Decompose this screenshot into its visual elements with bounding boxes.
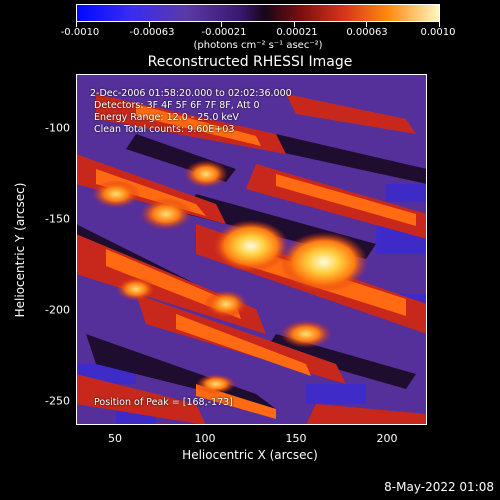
colorbar-tick xyxy=(366,21,367,27)
colorbar-units: (photons cm⁻² s⁻¹ asec⁻²) xyxy=(193,40,323,51)
colorbar-tick xyxy=(76,21,77,27)
y-axis-label: Heliocentric Y (arcsec) xyxy=(13,182,27,318)
colorbar-label: -0.00021 xyxy=(201,27,247,38)
colorbar-tick xyxy=(221,21,222,27)
colorbar-tick xyxy=(439,21,440,27)
x-axis-label: Heliocentric X (arcsec) xyxy=(182,448,318,462)
y-tick-label: -100 xyxy=(45,121,70,135)
clean-counts-annotation: Clean Total counts: 9.60E+03 xyxy=(94,124,235,135)
generation-date: 8-May-2022 01:08 xyxy=(384,480,494,494)
time-range-annotation: 2-Dec-2006 01:58:20.000 to 02:02:36.000 xyxy=(90,88,292,99)
y-tick-label: -200 xyxy=(45,303,70,317)
peak-position-annotation: Position of Peak = [168,-173] xyxy=(94,397,233,408)
rhessi-image xyxy=(76,74,427,425)
colorbar-tick xyxy=(149,21,150,27)
colorbar-label: 0.0010 xyxy=(420,27,456,38)
colorbar-label: 0.00063 xyxy=(346,27,388,38)
x-tick-label: 200 xyxy=(376,432,398,445)
energy-range-annotation: Energy Range: 12.0 - 25.0 keV xyxy=(94,112,239,123)
y-tick-label: -250 xyxy=(45,394,70,408)
colorbar-tick xyxy=(294,21,295,27)
x-tick-label: 50 xyxy=(108,432,122,445)
colorbar xyxy=(76,4,440,22)
x-tick-label: 100 xyxy=(194,432,216,445)
colorbar-label: 0.00021 xyxy=(276,27,318,38)
colorbar-label: -0.00063 xyxy=(129,27,175,38)
x-tick-label: 150 xyxy=(285,432,307,445)
y-tick-label: -150 xyxy=(45,212,70,226)
colorbar-label: -0.0010 xyxy=(60,27,100,38)
plot-title: Reconstructed RHESSI Image xyxy=(147,54,353,70)
detectors-annotation: Detectors: 3F 4F 5F 6F 7F 8F, Att 0 xyxy=(94,100,260,111)
